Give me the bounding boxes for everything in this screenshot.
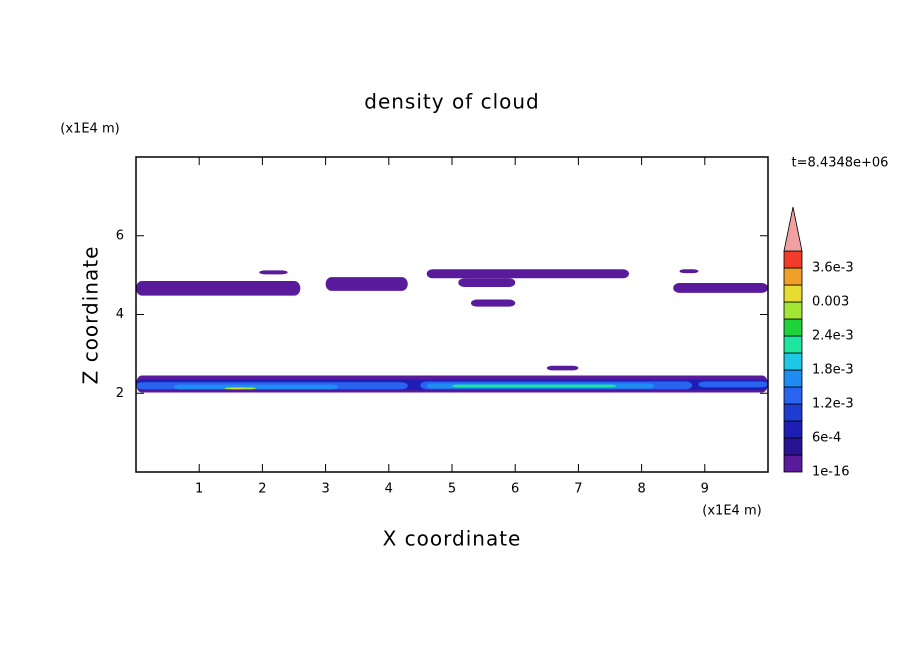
y-axis-label: Z coordinate: [79, 246, 103, 385]
colorbar-label: 1.2e-3: [812, 397, 854, 412]
y-tick-label: 6: [116, 228, 124, 243]
colorbar-box: [783, 437, 803, 456]
cloud-patch: [673, 283, 768, 293]
x-tick-label: 6: [511, 482, 519, 497]
cloud-patch: [546, 365, 579, 371]
colorbar-box: [783, 284, 803, 303]
colorbar-box: [783, 267, 803, 286]
x-tick-label: 4: [385, 482, 393, 497]
colorbar-label: 3.6e-3: [812, 261, 854, 276]
chart-title: density of cloud: [364, 90, 539, 114]
colorbar-box: [783, 369, 803, 388]
x-tick-label: 8: [637, 482, 645, 497]
x-unit: (x1E4 m): [702, 504, 761, 519]
colorbar-box: [783, 420, 803, 439]
y-tick-label: 4: [116, 307, 124, 322]
cloud-patch: [259, 270, 288, 275]
x-tick-label: 9: [701, 482, 709, 497]
colorbar-over: [783, 206, 803, 252]
x-tick-label: 7: [574, 482, 582, 497]
cloud-patch: [136, 281, 301, 296]
colorbar-label: 0.003: [812, 295, 849, 310]
x-tick-label: 3: [321, 482, 329, 497]
colorbar-box: [783, 386, 803, 405]
x-tick-label: 5: [448, 482, 456, 497]
colorbar-box: [783, 352, 803, 371]
cloud-patch: [452, 384, 617, 388]
colorbar-box: [783, 250, 803, 269]
colorbar-label: 2.4e-3: [812, 329, 854, 344]
colorbar-label: 1e-16: [812, 465, 850, 480]
cloud-patch: [230, 388, 244, 390]
colorbar-box: [783, 454, 803, 473]
colorbar-box: [783, 318, 803, 337]
cloud-patch: [325, 277, 408, 291]
y-unit: (x1E4 m): [60, 122, 119, 137]
cloud-patch: [173, 384, 339, 390]
plot-frame: [135, 156, 769, 473]
cloud-patch: [470, 299, 516, 307]
colorbar-box: [783, 403, 803, 422]
colorbar-label: 6e-4: [812, 431, 841, 446]
cloud-patch: [679, 269, 699, 274]
y-tick-label: 2: [116, 386, 124, 401]
cloud-patch: [458, 278, 516, 287]
x-tick-label: 2: [258, 482, 266, 497]
time-annotation: t=8.4348e+06: [792, 156, 889, 171]
cloud-patch: [698, 381, 768, 388]
colorbar-label: 1.8e-3: [812, 363, 854, 378]
colorbar-box: [783, 301, 803, 320]
colorbar-box: [783, 335, 803, 354]
x-axis-label: X coordinate: [383, 527, 522, 551]
x-tick-label: 1: [195, 482, 203, 497]
cloud-patch: [426, 269, 629, 279]
